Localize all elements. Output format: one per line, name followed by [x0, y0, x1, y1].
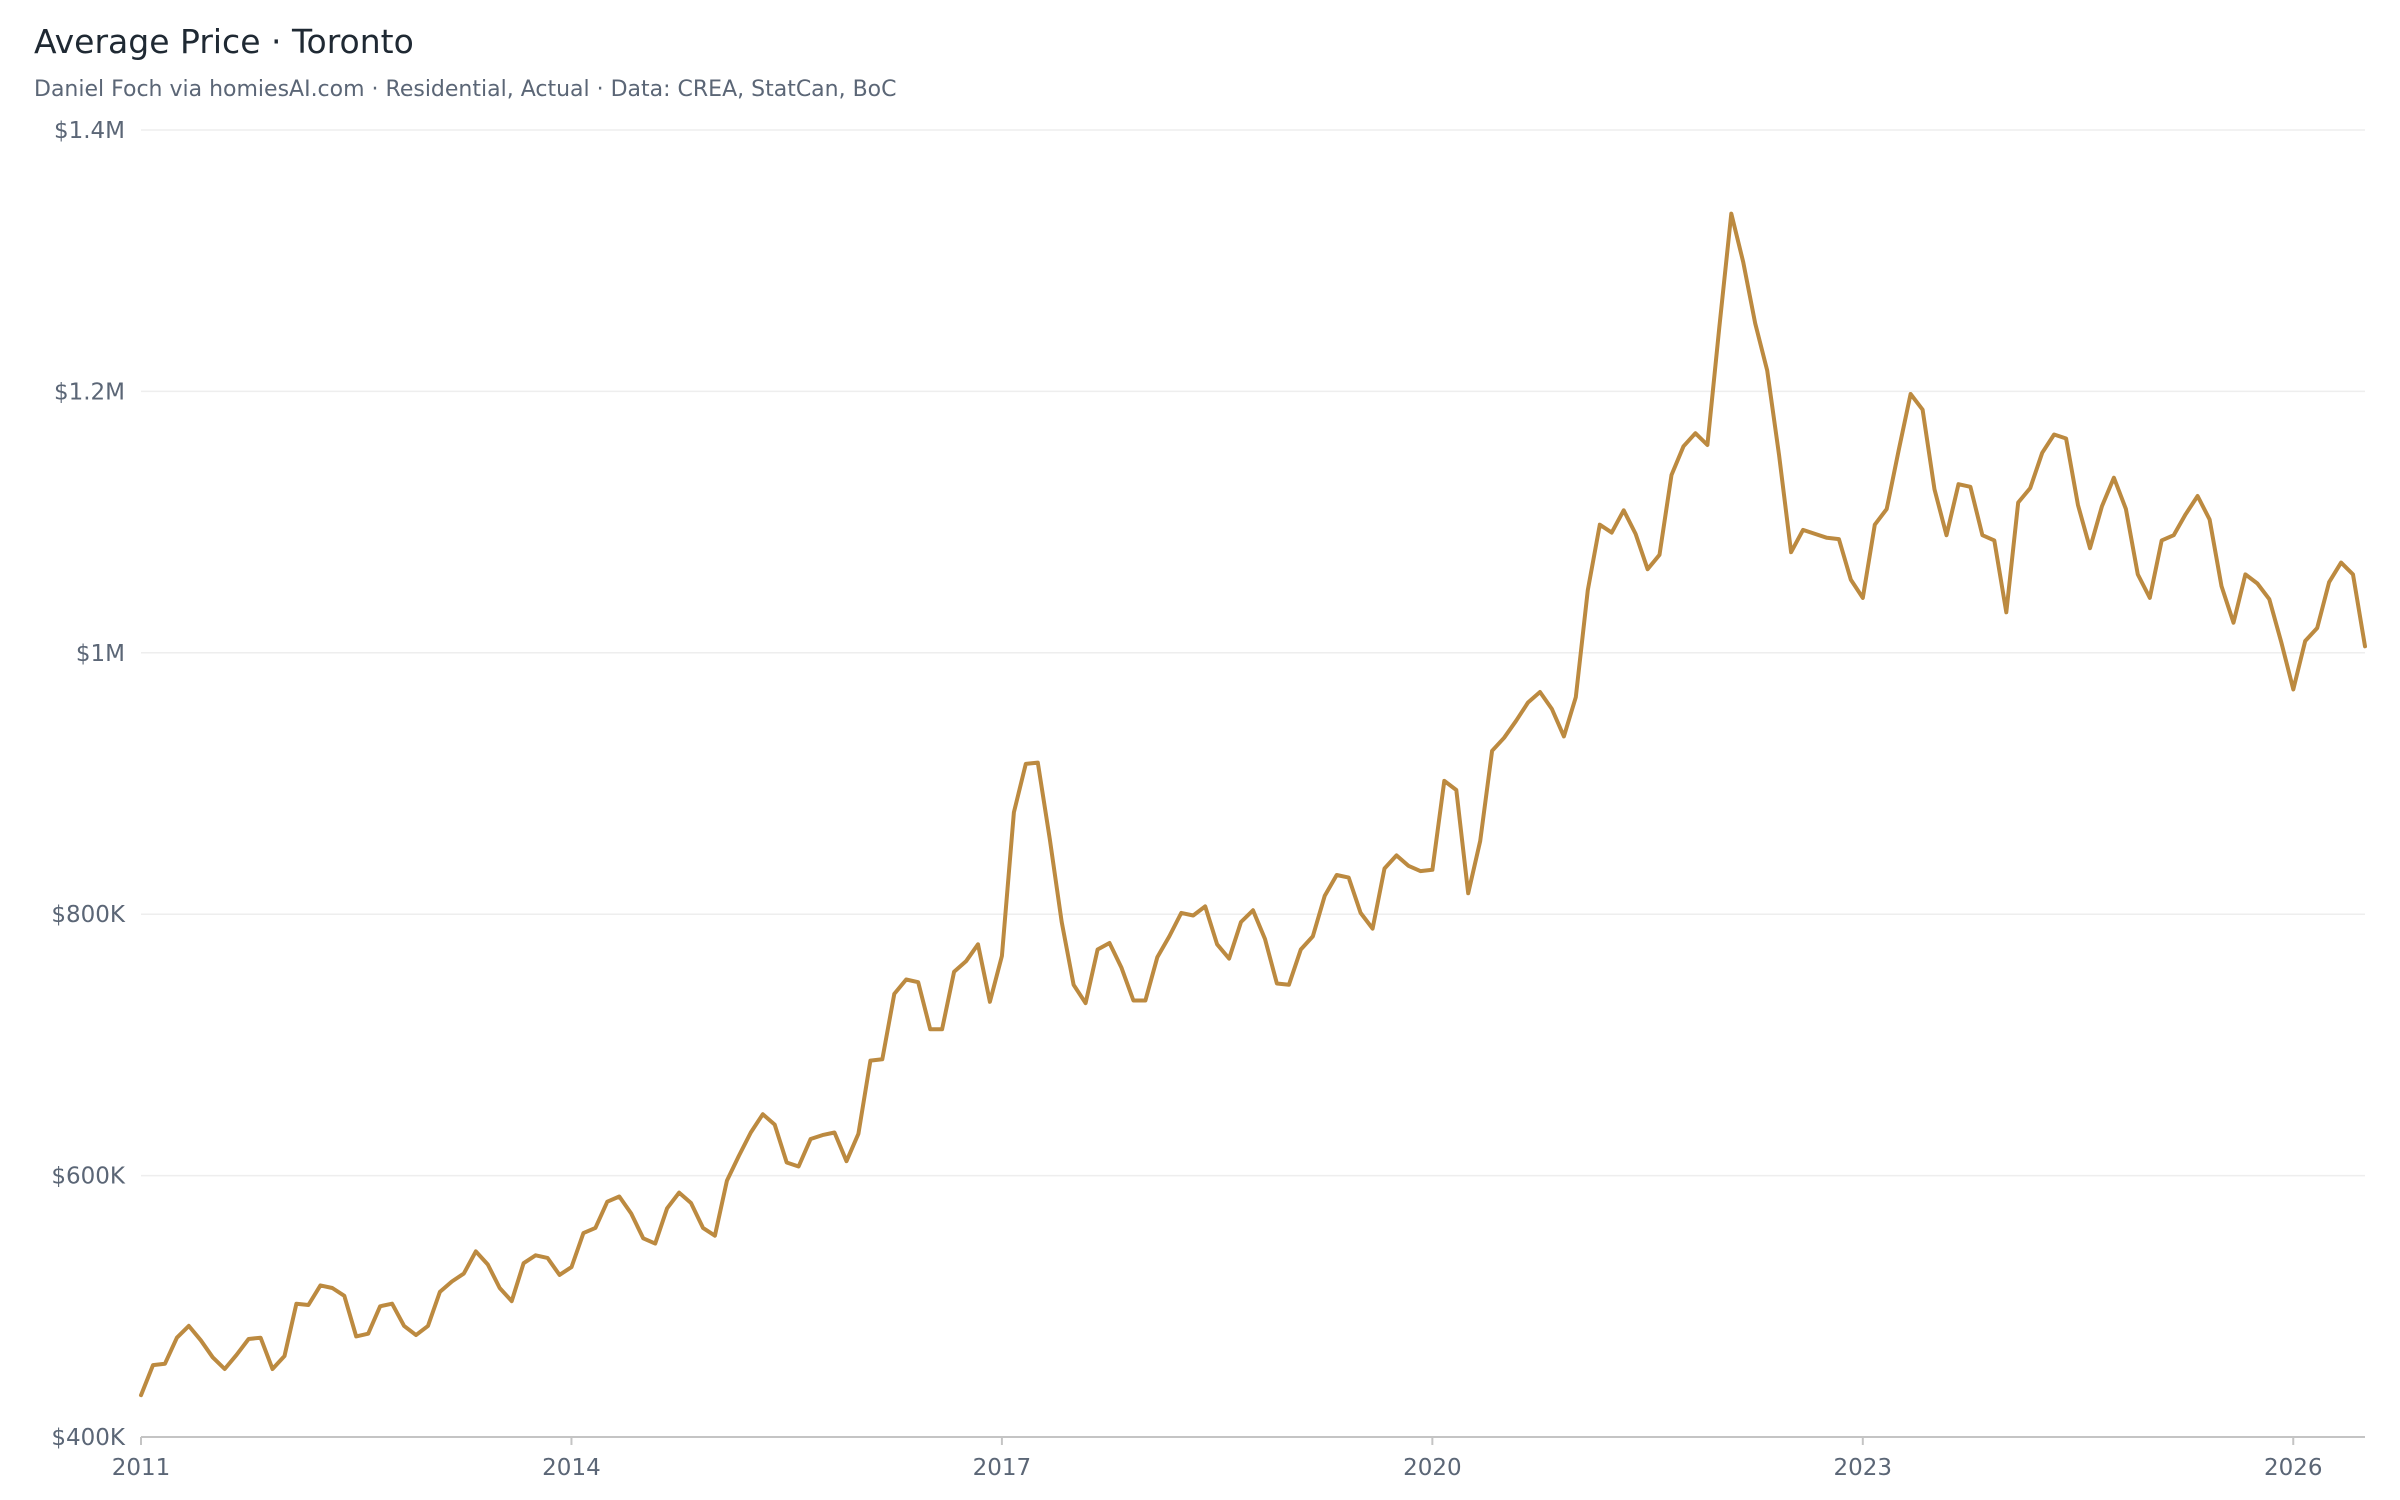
x-tick-label: 2023	[1834, 1455, 1893, 1481]
y-tick-label: $800K	[51, 902, 126, 928]
y-axis-tick-labels: $400K $600K $800K $1M $1.2M $1.4M	[51, 118, 126, 1451]
x-axis-tick-labels: 2011 2014 2017 2020 2023 2026	[112, 1455, 2323, 1481]
chart-subtitle: Daniel Foch via homiesAI.com · Residenti…	[34, 77, 897, 102]
chart-title: Average Price · Toronto	[34, 22, 414, 61]
series-line-average-price	[139, 211, 2367, 1398]
x-tick-label: 2014	[542, 1455, 601, 1481]
y-tick-label: $1.2M	[54, 379, 125, 405]
y-tick-label: $400K	[51, 1425, 126, 1451]
x-tick-label: 2026	[2264, 1455, 2323, 1481]
x-tick-label: 2020	[1403, 1455, 1462, 1481]
x-tick-label: 2011	[112, 1455, 171, 1481]
y-tick-label: $1.4M	[54, 118, 125, 144]
y-gridlines	[141, 129, 2365, 1177]
x-tick-label: 2017	[973, 1455, 1032, 1481]
y-tick-label: $1M	[76, 641, 125, 667]
y-tick-label: $600K	[51, 1164, 126, 1190]
